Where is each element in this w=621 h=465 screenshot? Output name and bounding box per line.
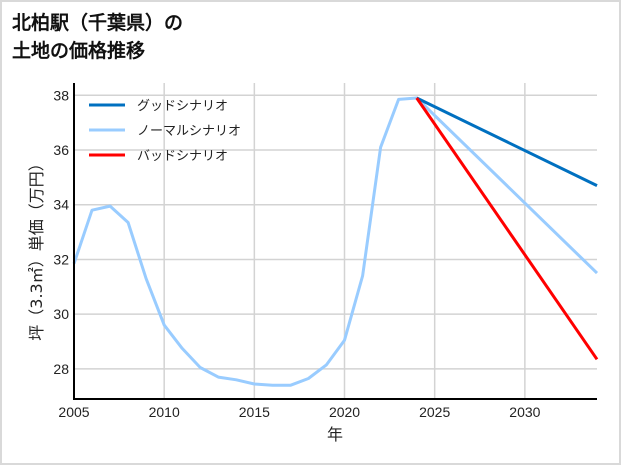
x-tick-label: 2015: [239, 404, 270, 420]
chart-title: 北柏駅（千葉県）の 土地の価格推移: [12, 9, 183, 65]
gridlines: [73, 83, 597, 399]
legend-label: ノーマルシナリオ: [137, 124, 241, 139]
legend-label: グッドシナリオ: [137, 99, 228, 114]
axes: [73, 83, 597, 400]
y-tick-label: 28: [53, 361, 69, 377]
chart-title-line1: 北柏駅（千葉県）の: [12, 12, 184, 34]
x-tick-label: 2010: [149, 404, 180, 420]
series-line: [415, 97, 599, 361]
x-tick-label: 2025: [419, 404, 450, 420]
y-tick-label: 32: [53, 251, 69, 267]
x-tick-label: 2005: [58, 404, 89, 420]
series-line: [416, 96, 598, 187]
y-tick-label: 36: [53, 142, 69, 158]
x-tick-label: 2020: [329, 404, 360, 420]
x-axis-label: 年: [327, 425, 343, 444]
y-tick-label: 30: [53, 306, 69, 322]
series-line: [72, 96, 599, 387]
data-lines: [72, 96, 599, 387]
x-tick-label: 2030: [509, 404, 540, 420]
y-tick-label: 38: [53, 87, 69, 103]
chart-title-line2: 土地の価格推移: [12, 40, 146, 62]
y-axis-label: 坪（3.3㎡）単価（万円）: [27, 155, 46, 340]
y-tick-label: 34: [53, 197, 69, 213]
tick-labels: 2005 2010 2015 2020 2025 2030 28 30 32 34 36 38: [53, 87, 540, 420]
legend-label: バッドシナリオ: [137, 149, 228, 164]
